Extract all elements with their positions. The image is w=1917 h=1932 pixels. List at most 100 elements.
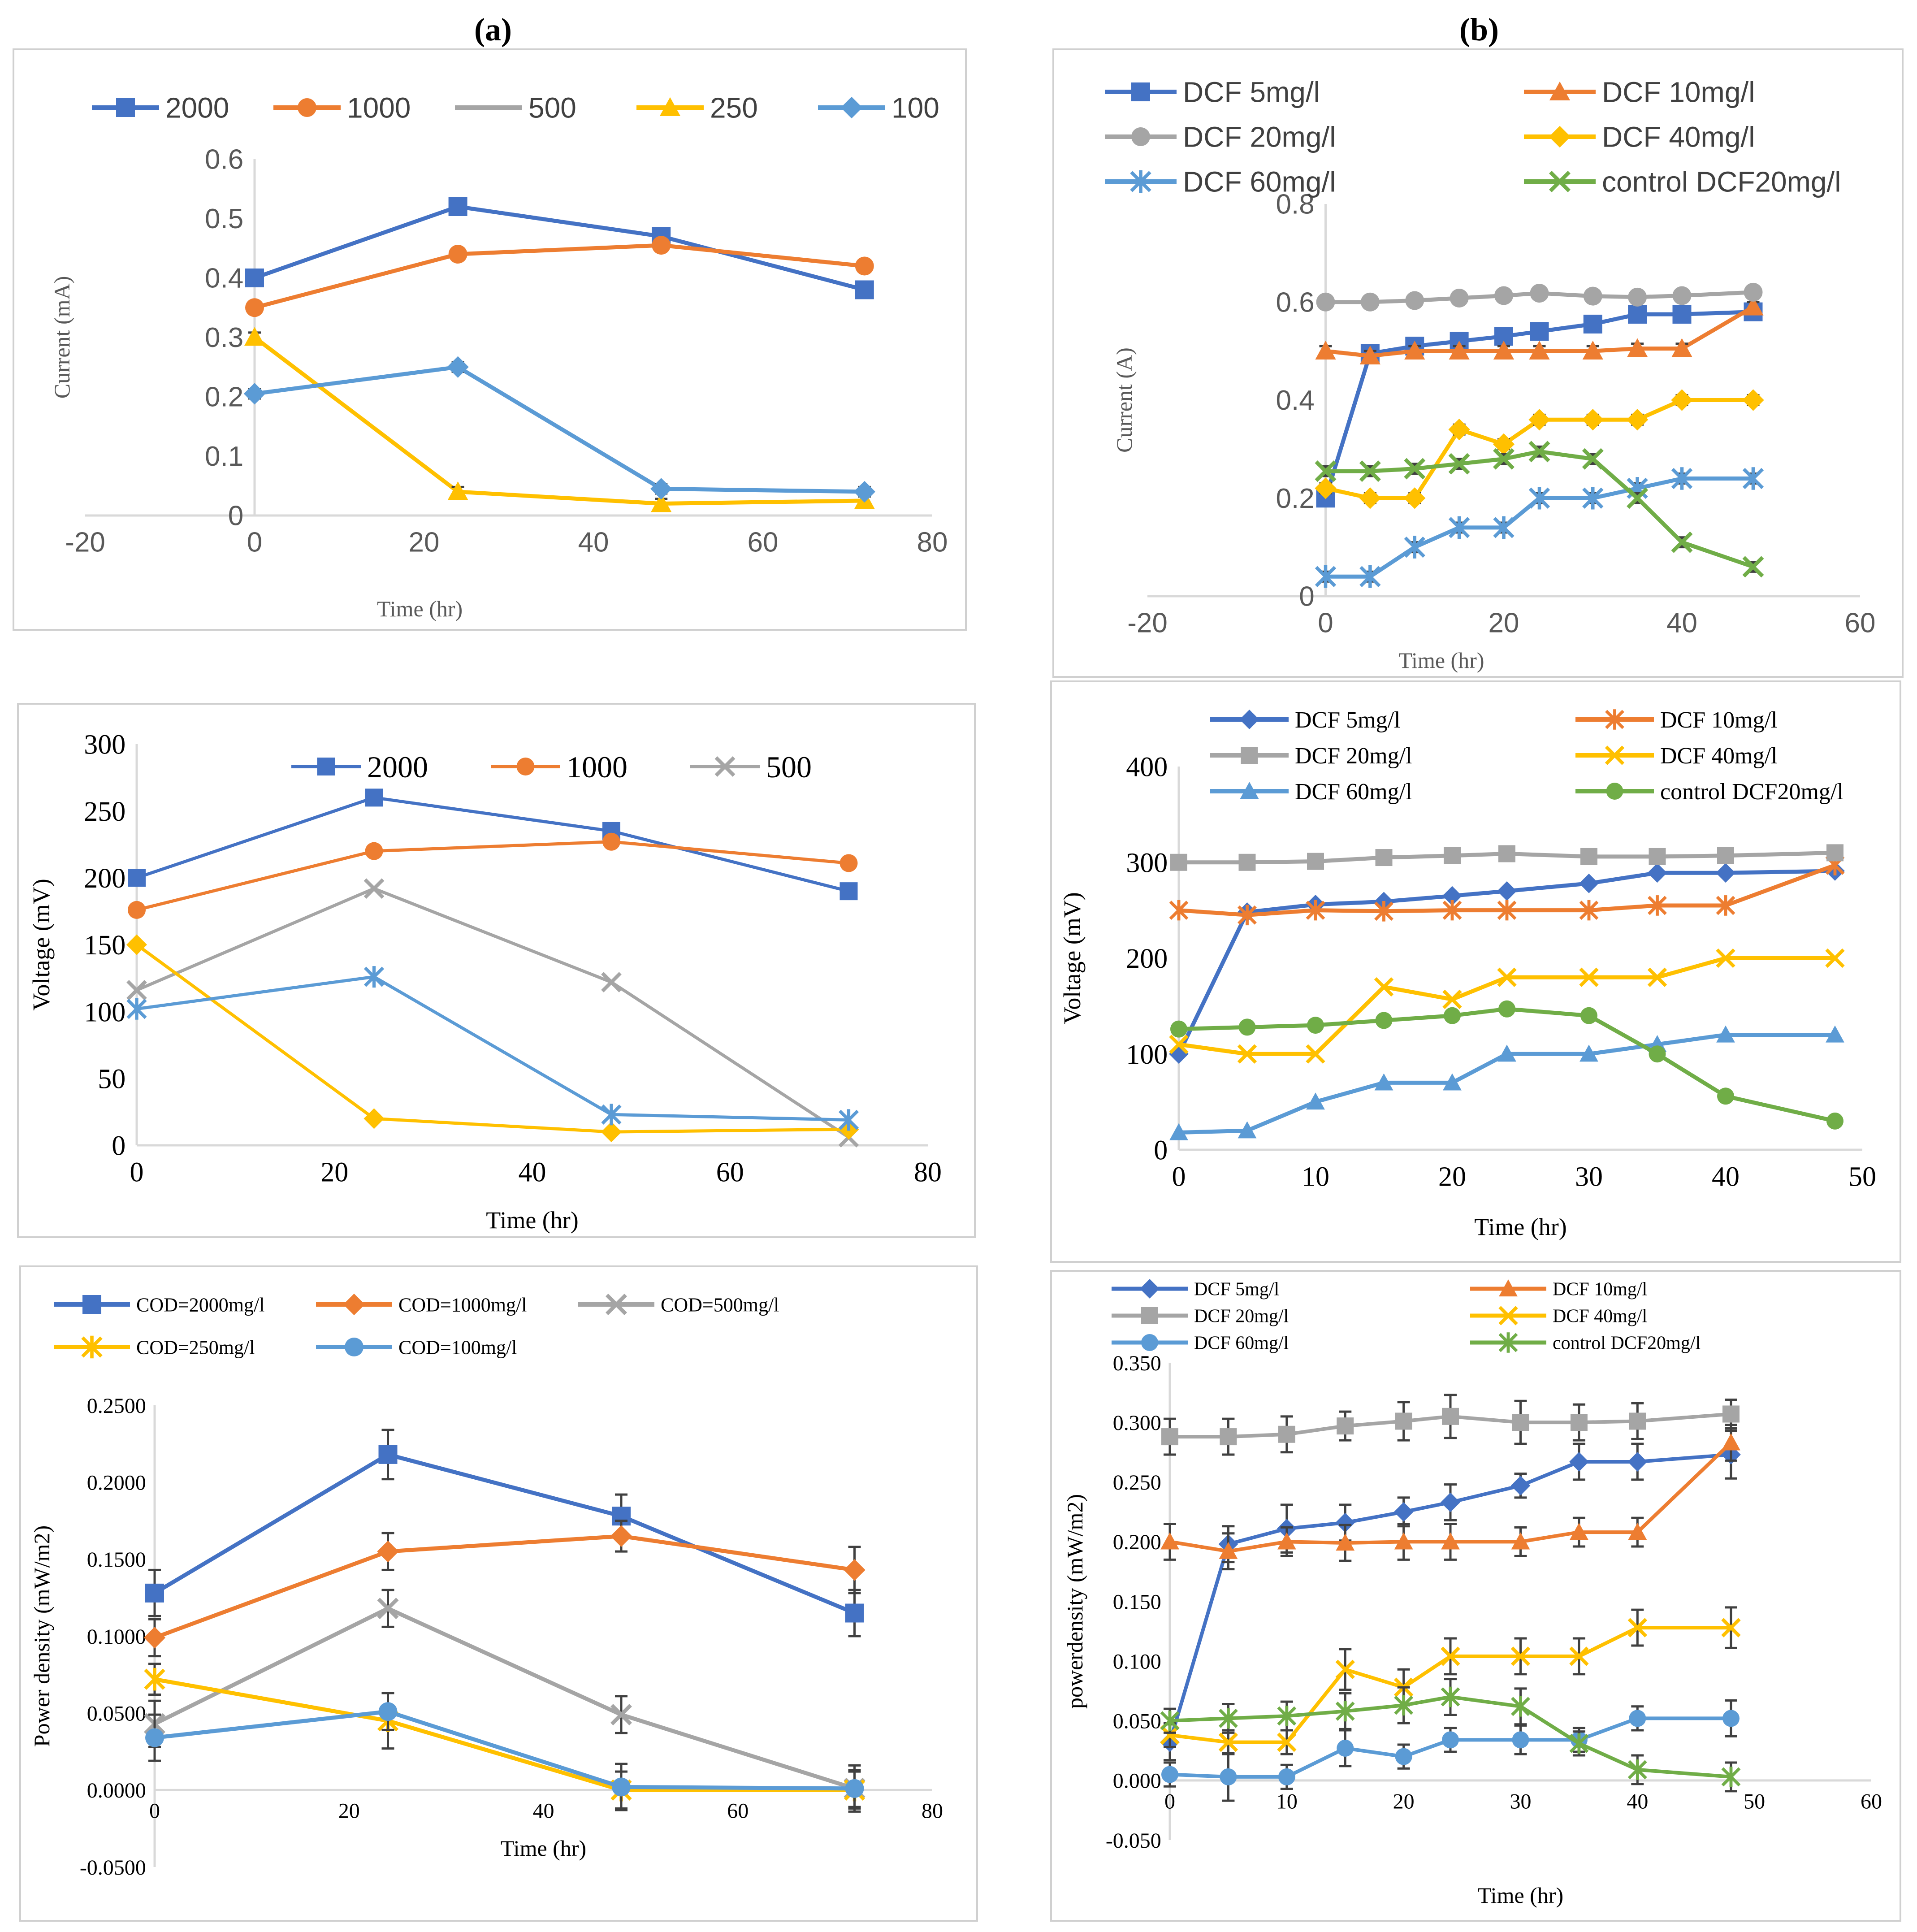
legend-swatch-marker	[1239, 710, 1259, 729]
data-point	[1583, 286, 1602, 306]
series-line	[1178, 956, 1835, 1056]
legend-swatch-marker	[1605, 709, 1624, 730]
data-point	[1220, 1428, 1237, 1446]
legend-item: DCF 60mg/l	[1112, 1333, 1289, 1354]
data-point	[1170, 853, 1187, 871]
legend-swatch-marker	[840, 96, 863, 119]
data-point	[244, 327, 265, 346]
series-line	[1179, 850, 1835, 865]
data-point	[1238, 905, 1257, 926]
data-point	[651, 493, 672, 512]
y-axis-label: Voltage (mV)	[28, 879, 55, 1010]
data-point	[1582, 409, 1604, 431]
legend-label: DCF 10mg/l	[1553, 1279, 1647, 1300]
series-1000	[128, 832, 858, 919]
legend-label: control DCF20mg/l	[1602, 165, 1841, 198]
legend-swatch-marker	[1131, 82, 1150, 101]
legend-swatch-marker	[1605, 745, 1625, 765]
data-point	[1569, 1646, 1589, 1666]
data-point	[1442, 886, 1462, 906]
data-point	[1627, 1759, 1647, 1780]
data-point	[1530, 284, 1549, 303]
chart-frame	[1050, 680, 1901, 1263]
data-point	[1335, 1701, 1355, 1722]
data-point	[1160, 1710, 1180, 1731]
data-point	[855, 256, 874, 276]
series-line	[1325, 477, 1753, 579]
data-point	[143, 1627, 166, 1649]
legend-label: DCF 20mg/l	[1183, 121, 1336, 153]
data-point	[1441, 1646, 1460, 1666]
data-point	[1511, 1532, 1530, 1550]
data-point	[1627, 338, 1648, 357]
x-tick-label: 10	[1302, 1162, 1329, 1192]
data-point	[844, 1559, 865, 1581]
data-point	[1405, 291, 1424, 310]
series-line	[1169, 1441, 1732, 1553]
data-point	[1161, 1766, 1178, 1783]
data-point	[1512, 1731, 1529, 1749]
data-point	[602, 832, 620, 851]
data-point	[1530, 322, 1549, 341]
data-point	[245, 269, 264, 287]
legend-swatch-marker	[1549, 81, 1571, 100]
series-dcf-60mg-l	[1169, 1025, 1844, 1140]
legend-label: 1000	[347, 91, 411, 124]
legend-label: DCF 60mg/l	[1183, 165, 1336, 198]
legend-swatch-marker	[659, 97, 681, 116]
charts-group: -20 0 20 40 60 80 0 0.1 0.2 0.3 0.4 0.5 0.6 Time (hr)…	[13, 48, 1904, 1922]
data-point	[1627, 1452, 1648, 1472]
series-dcf-10mg-l	[1169, 855, 1845, 926]
legend-label: control DCF20mg/l	[1660, 779, 1843, 805]
legend-item: 2000	[291, 750, 428, 784]
y-tick-label: 0.0500	[87, 1702, 146, 1725]
panel-b-title: (b)	[1459, 12, 1499, 48]
y-tick-label: 0.6	[1276, 287, 1314, 318]
legend-label: 250	[710, 91, 758, 124]
data-point	[1743, 296, 1764, 316]
data-point	[610, 1525, 632, 1547]
legend-label: 1000	[567, 750, 627, 784]
chart-a3: 0 20 40 60 80 -0.0500 0.0000 0.0500 0.1000 0.1500…	[19, 1265, 978, 1922]
legend-swatch-marker	[1241, 747, 1258, 764]
data-point	[1579, 967, 1599, 987]
data-point	[1648, 895, 1667, 916]
data-point	[1307, 853, 1324, 870]
series-line	[1168, 1453, 1731, 1743]
data-point	[1672, 305, 1692, 324]
y-tick-label: 0.1	[205, 441, 243, 472]
data-point	[612, 1777, 631, 1797]
y-tick-label: 200	[84, 863, 125, 894]
x-tick-label: 30	[1510, 1789, 1532, 1813]
legend: DCF 5mg/l DCF 10mg/l DCF 20mg/l DCF 40mg/l D…	[1210, 707, 1843, 805]
data-point	[1441, 1492, 1460, 1512]
legend-item: control DCF20mg/l	[1524, 165, 1841, 198]
data-point	[1335, 1512, 1355, 1533]
data-point	[363, 1108, 385, 1129]
series-line	[254, 365, 865, 494]
legend-item: DCF 20mg/l	[1112, 1306, 1289, 1327]
x-tick-label: 30	[1575, 1162, 1603, 1192]
data-point	[1716, 895, 1735, 916]
data-point	[1218, 1732, 1238, 1752]
x-axis-label: Time (hr)	[1398, 648, 1484, 673]
series-unnamed-4	[126, 966, 859, 1131]
series-line	[153, 1452, 856, 1615]
y-tick-label: 0	[1299, 581, 1314, 612]
data-point	[448, 197, 467, 216]
chart-b3: 0 10 20 30 40 50 60 -0.050 0.000 0.050 0.100 0.150 0…	[1050, 1270, 1901, 1922]
y-axis-label: Current (mA)	[49, 276, 74, 399]
data-point	[1627, 1618, 1648, 1637]
x-tick-label: 0	[1318, 608, 1333, 639]
x-tick-label: 0	[1164, 1789, 1175, 1813]
legend-swatch-marker	[343, 1293, 365, 1316]
x-tick-label: 20	[1489, 608, 1519, 639]
data-point	[1306, 900, 1325, 921]
x-tick-label: 50	[1744, 1789, 1765, 1813]
y-tick-label: 0.350	[1113, 1352, 1161, 1375]
data-point	[1579, 900, 1599, 921]
panel-a-title: (a)	[474, 12, 512, 48]
x-tick-label: 20	[409, 527, 440, 558]
x-tick-label: 60	[727, 1799, 749, 1823]
data-point	[1647, 967, 1667, 987]
